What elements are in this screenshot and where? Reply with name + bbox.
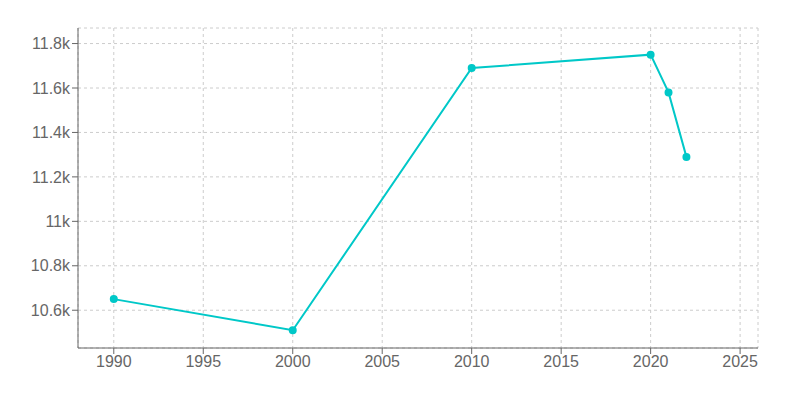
svg-text:11.6k: 11.6k [32,80,71,97]
svg-text:11.2k: 11.2k [32,169,71,186]
svg-text:10.8k: 10.8k [31,257,71,274]
svg-text:1990: 1990 [96,353,132,370]
svg-text:2010: 2010 [454,353,490,370]
svg-text:11k: 11k [45,213,71,230]
svg-text:11.4k: 11.4k [32,124,71,141]
svg-text:2005: 2005 [364,353,400,370]
svg-text:2015: 2015 [543,353,579,370]
svg-text:2020: 2020 [633,353,669,370]
svg-text:2000: 2000 [275,353,311,370]
svg-text:2025: 2025 [722,353,758,370]
svg-text:10.6k: 10.6k [31,302,71,319]
svg-text:1995: 1995 [185,353,221,370]
svg-text:11.8k: 11.8k [32,35,71,52]
